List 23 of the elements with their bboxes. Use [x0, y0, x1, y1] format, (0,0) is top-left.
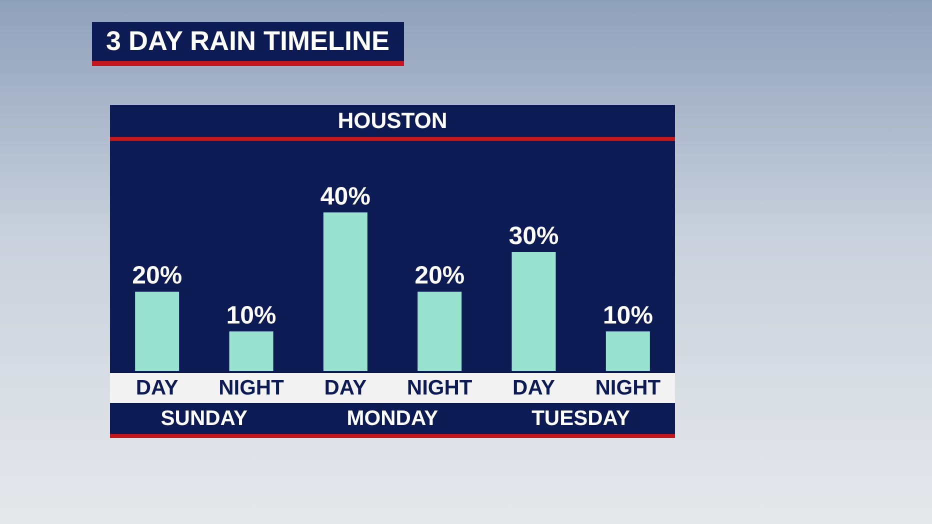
chart-subtitle: HOUSTON: [110, 105, 675, 141]
bar: [229, 331, 274, 371]
data-label: 10%: [226, 301, 276, 330]
data-label: 40%: [320, 182, 370, 210]
data-label: 20%: [132, 262, 182, 290]
x-tick-label: NIGHT: [218, 376, 284, 400]
data-label: 30%: [508, 222, 559, 250]
bar: [135, 292, 180, 371]
x-tick-label: NIGHT: [406, 376, 472, 400]
text: TUESDAY: [530, 406, 632, 432]
data-label: 10%: [602, 301, 653, 330]
x-tick-label: DAY: [512, 376, 555, 400]
bar: [512, 252, 556, 371]
x-tick-label: DAY: [324, 376, 367, 400]
text: SUNDAY: [160, 406, 249, 432]
bar: [323, 212, 368, 371]
text: MONDAY: [346, 406, 440, 432]
x-tick-label: DAY: [136, 376, 178, 400]
chart-title: 3 DAY RAIN TIMELINE: [92, 22, 404, 66]
data-label: 20%: [414, 262, 465, 290]
x-tick-label: NIGHT: [595, 376, 661, 400]
bar: [606, 331, 650, 371]
bar: [418, 292, 462, 371]
